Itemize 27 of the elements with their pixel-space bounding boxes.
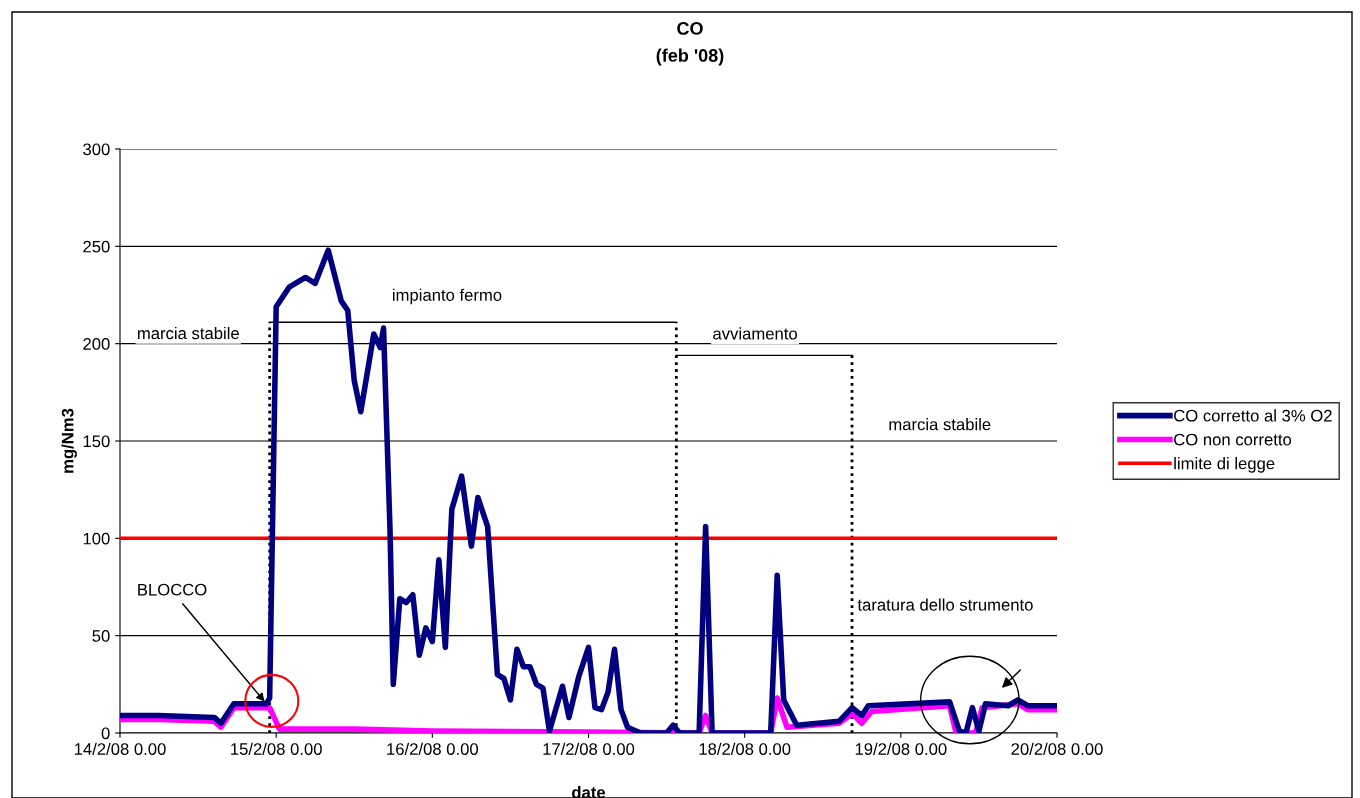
chart-title: CO (677, 22, 703, 35)
annotation: taratura dello strumento (857, 598, 1033, 611)
x-tick-label: 16/2/08 0.00 (387, 742, 479, 755)
x-tick-label: 17/2/08 0.00 (543, 742, 635, 755)
legend-label: CO corretto al 3% O2 (1174, 409, 1332, 422)
legend-label: CO non corretto (1174, 433, 1292, 446)
y-axis-title: mg/Nm3 (61, 408, 77, 473)
annotation: marcia stabile (889, 418, 991, 431)
legend-label: limite di legge (1174, 457, 1275, 473)
x-tick-label: 18/2/08 0.00 (699, 742, 791, 755)
chart-subtitle: (feb '08) (656, 48, 724, 66)
x-tick-label: 19/2/08 0.00 (855, 742, 947, 755)
y-tick-label: 200 (83, 338, 110, 350)
y-tick-label: 150 (83, 435, 110, 448)
y-tick-label: 50 (92, 630, 110, 642)
annotation: BLOCCO (138, 583, 207, 596)
y-tick-label: 300 (83, 143, 110, 156)
x-tick-label: 14/2/08 0.00 (74, 742, 166, 755)
ref-line-label: impianto fermo (393, 288, 502, 305)
x-tick-label: 20/2/08 0.00 (1011, 742, 1103, 755)
y-tick-label: 250 (83, 240, 110, 253)
annotation: marcia stabile (137, 326, 239, 340)
y-tick-label: 100 (83, 532, 110, 545)
y-tick-label: 0 (101, 727, 110, 740)
x-axis-title: date (572, 786, 606, 798)
ref-line-label: avviamento (713, 327, 797, 340)
x-tick-label: 15/2/08 0.00 (231, 742, 322, 755)
